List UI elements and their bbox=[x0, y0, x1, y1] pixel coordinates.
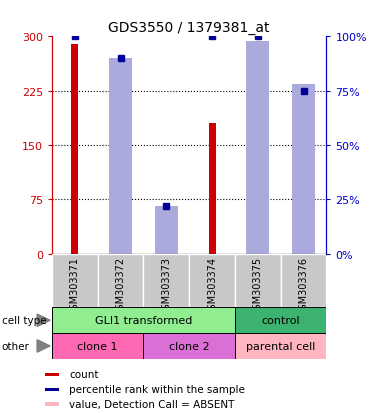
Text: GLI1 transformed: GLI1 transformed bbox=[95, 316, 192, 325]
Bar bbox=[246, 41, 269, 254]
Text: GSM303372: GSM303372 bbox=[116, 256, 125, 316]
Bar bbox=[144, 333, 235, 359]
Title: GDS3550 / 1379381_at: GDS3550 / 1379381_at bbox=[108, 21, 270, 35]
Bar bbox=[235, 308, 326, 333]
Text: GSM303374: GSM303374 bbox=[207, 256, 217, 316]
Text: parental cell: parental cell bbox=[246, 341, 315, 351]
Bar bbox=[52, 308, 235, 333]
Bar bbox=[144, 254, 189, 308]
Text: percentile rank within the sample: percentile rank within the sample bbox=[69, 385, 245, 394]
Bar bbox=[71, 44, 78, 254]
Bar bbox=[155, 206, 178, 254]
Bar bbox=[98, 254, 144, 308]
Bar bbox=[281, 254, 326, 308]
Bar bbox=[109, 59, 132, 254]
Text: GSM303376: GSM303376 bbox=[299, 256, 309, 316]
Bar bbox=[52, 254, 98, 308]
Bar bbox=[109, 106, 132, 254]
Bar bbox=[235, 333, 326, 359]
Bar bbox=[209, 124, 216, 254]
Bar bbox=[292, 91, 315, 254]
Bar bbox=[155, 219, 178, 254]
Text: clone 2: clone 2 bbox=[169, 341, 210, 351]
Text: GSM303373: GSM303373 bbox=[161, 256, 171, 316]
Text: control: control bbox=[262, 316, 300, 325]
Text: GSM303375: GSM303375 bbox=[253, 256, 263, 316]
Text: clone 1: clone 1 bbox=[78, 341, 118, 351]
Bar bbox=[45, 387, 59, 392]
Text: count: count bbox=[69, 370, 99, 380]
Text: value, Detection Call = ABSENT: value, Detection Call = ABSENT bbox=[69, 399, 234, 409]
Bar bbox=[52, 333, 144, 359]
Bar bbox=[235, 254, 281, 308]
Bar bbox=[246, 52, 269, 254]
Bar bbox=[45, 402, 59, 406]
Text: GSM303371: GSM303371 bbox=[70, 256, 80, 316]
Bar bbox=[45, 373, 59, 377]
Polygon shape bbox=[37, 314, 50, 327]
Polygon shape bbox=[37, 340, 50, 352]
Bar bbox=[189, 254, 235, 308]
Text: cell type: cell type bbox=[2, 316, 46, 325]
Bar bbox=[292, 85, 315, 254]
Text: other: other bbox=[2, 341, 30, 351]
